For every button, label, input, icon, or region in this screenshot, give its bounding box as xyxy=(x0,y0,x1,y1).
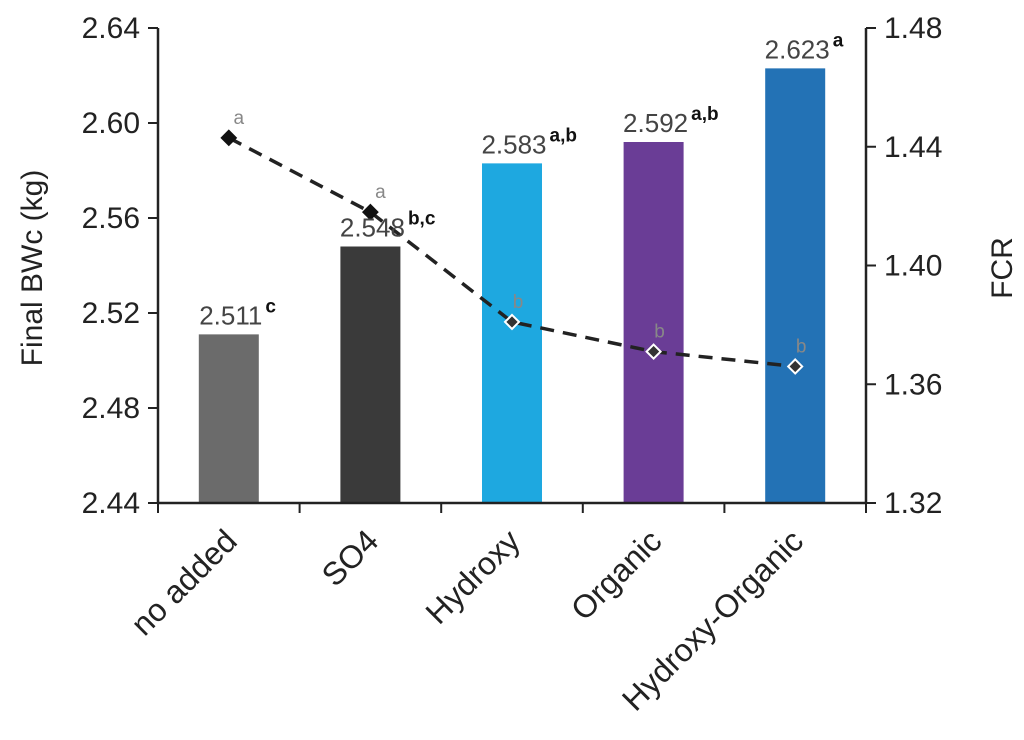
fcr-significance-0: a xyxy=(234,108,245,129)
bar-2 xyxy=(482,163,542,503)
bars-layer xyxy=(198,68,826,503)
y-tick-label-3: 2.56 xyxy=(82,202,140,235)
bar-0 xyxy=(198,334,259,503)
fcr-marker-2 xyxy=(503,313,521,331)
fcr-line xyxy=(227,136,796,369)
bar-value-label-0: 2.511 xyxy=(199,300,262,330)
bar-significance-2: a,b xyxy=(550,125,577,146)
y-tick-label-4: 2.60 xyxy=(82,107,140,140)
bar-value-label-4: 2.623 xyxy=(765,34,830,64)
fcr-marker-3 xyxy=(645,343,663,361)
bar-significance-3: a,b xyxy=(691,104,718,125)
category-label-0: no added xyxy=(124,522,244,642)
y2-tick-label-3: 1.44 xyxy=(884,131,942,164)
fcr-significance-1: a xyxy=(375,182,386,203)
bar-value-label-3: 2.592 xyxy=(623,108,688,138)
bar-significance-0: c xyxy=(265,296,276,317)
axes-layer: 2.44 2.48 2.52 2.56 2.60 2.64 1.32 1.36 1.40 1.44… xyxy=(82,12,943,520)
bar-1 xyxy=(340,246,401,503)
bar-3 xyxy=(623,142,684,503)
y2-tick-label-0: 1.32 xyxy=(884,487,942,520)
fcr-marker-1 xyxy=(361,203,379,221)
bar-significance-4: a xyxy=(833,30,844,51)
bar-significance-1: b,c xyxy=(408,209,436,230)
y-tick-label-1: 2.48 xyxy=(82,392,140,425)
fcr-line-layer: a a b b b xyxy=(220,108,807,375)
fcr-marker-4 xyxy=(786,358,804,375)
bar-4 xyxy=(765,68,826,503)
fcr-marker-0 xyxy=(220,129,238,147)
category-label-3: Organic xyxy=(564,522,669,627)
bar-value-label-2: 2.583 xyxy=(481,129,546,159)
category-label-2: Hydroxy xyxy=(419,522,527,630)
y2-tick-label-1: 1.36 xyxy=(884,368,942,401)
category-label-1: SO4 xyxy=(315,522,386,593)
y-tick-label-0: 2.44 xyxy=(82,487,140,520)
y-tick-label-5: 2.64 xyxy=(82,12,140,45)
fcr-significance-4: b xyxy=(796,336,807,357)
y-tick-label-2: 2.52 xyxy=(82,297,140,330)
y2-tick-label-4: 1.48 xyxy=(884,12,942,45)
y2-axis-title: FCR xyxy=(986,237,1019,299)
y-axis-title: Final BWc (kg) xyxy=(16,170,49,367)
bar-value-label-1: 2.548 xyxy=(340,213,405,243)
fcr-significance-2: b xyxy=(513,292,524,313)
fcr-significance-3: b xyxy=(654,322,665,343)
y2-tick-label-2: 1.40 xyxy=(884,250,942,283)
